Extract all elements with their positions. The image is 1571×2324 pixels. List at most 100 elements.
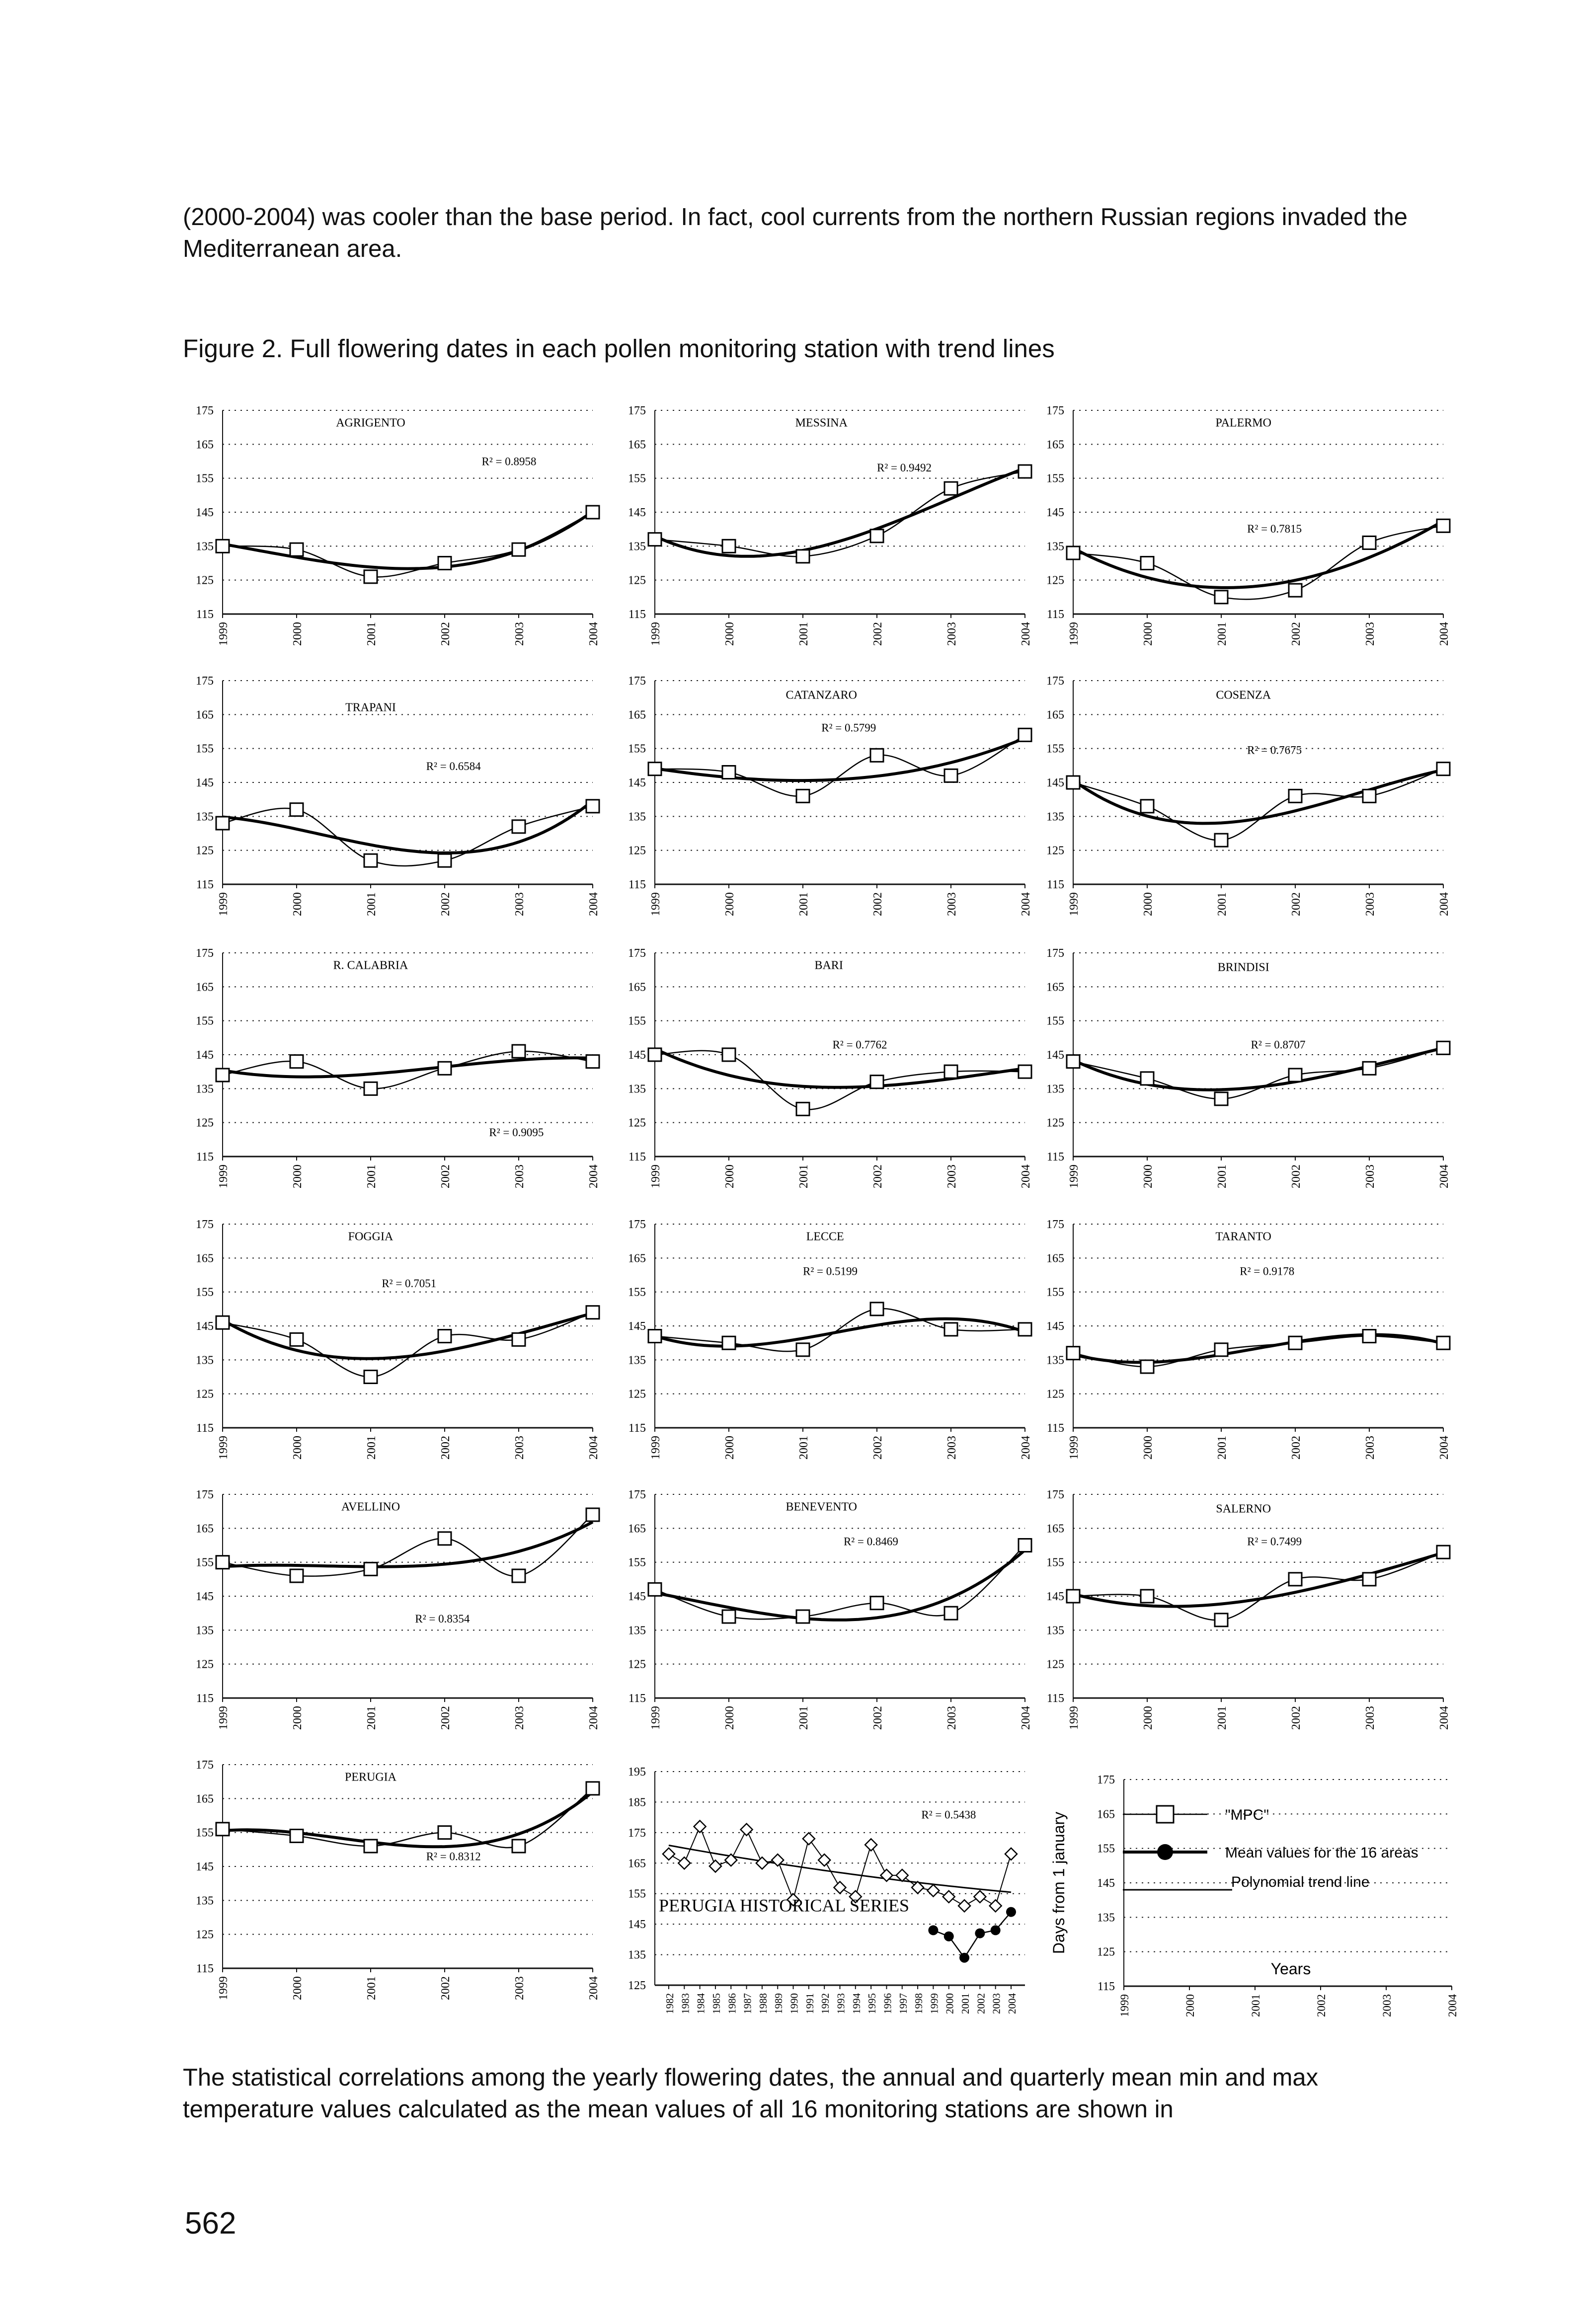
y-tick-label: 125 bbox=[628, 1658, 646, 1671]
data-point-diamond bbox=[662, 1847, 676, 1861]
y-tick-label: 115 bbox=[628, 1422, 646, 1435]
chart-title: AVELLINO bbox=[341, 1501, 400, 1514]
r-squared-label: R² = 0.9095 bbox=[489, 1126, 544, 1139]
data-point-square bbox=[215, 1068, 230, 1083]
x-tick-label: 2002 bbox=[439, 1164, 452, 1188]
trend-line bbox=[654, 466, 1026, 558]
data-point-diamond bbox=[911, 1880, 925, 1895]
data-point-square bbox=[1436, 518, 1451, 533]
data-point-square bbox=[1066, 545, 1081, 560]
figure-caption: Figure 2. Full flowering dates in each p… bbox=[183, 334, 1055, 363]
y-tick-label: 175 bbox=[1046, 1488, 1064, 1501]
y-tick-label: 145 bbox=[628, 1918, 646, 1931]
data-point-square bbox=[437, 853, 452, 868]
y-tick-label: 125 bbox=[196, 1388, 214, 1401]
data-point-square bbox=[795, 549, 810, 564]
data-point-square bbox=[585, 1054, 600, 1069]
data-point-filled bbox=[943, 1931, 954, 1941]
y-tick-label: 165 bbox=[1046, 708, 1064, 721]
y-tick-label: 125 bbox=[1046, 574, 1064, 587]
r-squared-label: R² = 0.7815 bbox=[1247, 523, 1302, 535]
y-tick-label: 115 bbox=[196, 1422, 214, 1435]
data-point-square bbox=[1436, 1335, 1451, 1350]
x-tick-label: 2001 bbox=[1216, 622, 1229, 646]
x-tick-label: 2004 bbox=[587, 1164, 600, 1188]
y-tick-label: 165 bbox=[628, 438, 646, 451]
y-tick-label: 145 bbox=[628, 506, 646, 519]
series-line bbox=[222, 1050, 593, 1089]
data-point-square bbox=[721, 1609, 736, 1624]
x-tick-label: 2003 bbox=[945, 1706, 958, 1730]
x-tick-label: 2004 bbox=[1020, 1164, 1032, 1188]
y-tick-label: 145 bbox=[1046, 1320, 1064, 1333]
y-tick-label: 165 bbox=[1046, 438, 1064, 451]
chart-title: LECCE bbox=[806, 1231, 844, 1243]
data-point-square bbox=[721, 1335, 736, 1350]
x-tick-label: 1986 bbox=[726, 1993, 738, 2014]
x-tick-label: 1999 bbox=[649, 622, 662, 646]
y-tick-label: 125 bbox=[196, 574, 214, 587]
y-tick-label: 145 bbox=[196, 1320, 214, 1333]
x-tick-label: 2001 bbox=[1216, 1436, 1229, 1460]
data-point-square bbox=[647, 1047, 662, 1062]
trend-line bbox=[222, 1312, 593, 1360]
data-point-square bbox=[511, 1839, 526, 1854]
r-squared-label: R² = 0.9178 bbox=[1240, 1265, 1294, 1277]
trend-line bbox=[222, 1056, 593, 1079]
page-number: 562 bbox=[185, 2206, 236, 2241]
data-point-square bbox=[1214, 1613, 1229, 1627]
data-point-square bbox=[1436, 1040, 1451, 1055]
data-point-diamond bbox=[849, 1890, 863, 1904]
x-tick-label: 2000 bbox=[723, 1706, 736, 1730]
y-tick-label: 175 bbox=[196, 1218, 214, 1231]
series-line bbox=[654, 1308, 1025, 1352]
trend-line bbox=[654, 736, 1026, 782]
x-tick-label: 2003 bbox=[513, 1436, 526, 1460]
y-tick-label: 115 bbox=[1047, 1151, 1064, 1163]
data-point-square bbox=[585, 1507, 600, 1522]
data-point-square bbox=[647, 1329, 662, 1343]
x-tick-label: 2004 bbox=[1438, 1164, 1451, 1188]
x-tick-label: 2004 bbox=[587, 1436, 600, 1460]
y-tick-label: 115 bbox=[628, 608, 646, 621]
paragraph-bottom: The statistical correlations among the y… bbox=[183, 2064, 1319, 2123]
x-tick-label: 1994 bbox=[851, 1993, 863, 2014]
data-point-square bbox=[647, 762, 662, 776]
trend-line bbox=[654, 1317, 1025, 1348]
data-point-diamond bbox=[802, 1832, 816, 1846]
x-tick-label: 1989 bbox=[773, 1993, 785, 2014]
x-tick-label: 2000 bbox=[1142, 1436, 1155, 1460]
x-tick-label: 1984 bbox=[695, 1993, 707, 2014]
y-tick-label: 135 bbox=[628, 1949, 646, 1962]
chart-title: AGRIGENTO bbox=[336, 417, 405, 430]
y-tick-label: 165 bbox=[196, 1522, 214, 1535]
y-tick-label: 175 bbox=[628, 947, 646, 960]
data-point-diamond bbox=[957, 1899, 971, 1913]
y-tick-label: 165 bbox=[1097, 1808, 1115, 1821]
data-point-diamond bbox=[988, 1899, 1003, 1913]
x-tick-label: 2000 bbox=[1142, 1706, 1155, 1730]
x-tick-label: 2002 bbox=[1315, 1994, 1328, 2017]
y-tick-label: 125 bbox=[1097, 1946, 1115, 1959]
x-tick-label: 2000 bbox=[723, 622, 736, 646]
x-tick-label: 2004 bbox=[1438, 892, 1451, 916]
y-tick-label: 165 bbox=[196, 981, 214, 994]
chart-title: TRAPANI bbox=[345, 701, 396, 714]
x-tick-label: 2000 bbox=[1142, 1164, 1155, 1188]
chart-title: PALERMO bbox=[1215, 417, 1271, 430]
legend-swatch-dot bbox=[1157, 1844, 1173, 1860]
y-tick-label: 175 bbox=[196, 404, 214, 417]
data-point-square bbox=[289, 1568, 304, 1583]
data-point-square bbox=[585, 1781, 600, 1796]
data-point-square bbox=[585, 799, 600, 814]
x-tick-label: 2002 bbox=[871, 1164, 884, 1188]
data-point-square bbox=[795, 1609, 810, 1624]
y-tick-label: 135 bbox=[628, 1083, 646, 1095]
y-tick-label: 135 bbox=[1097, 1911, 1115, 1924]
y-tick-label: 115 bbox=[1047, 1422, 1064, 1435]
y-tick-label: 135 bbox=[1046, 810, 1064, 823]
x-tick-label: 2003 bbox=[1364, 1706, 1377, 1730]
x-tick-label: 2002 bbox=[975, 1993, 987, 2014]
